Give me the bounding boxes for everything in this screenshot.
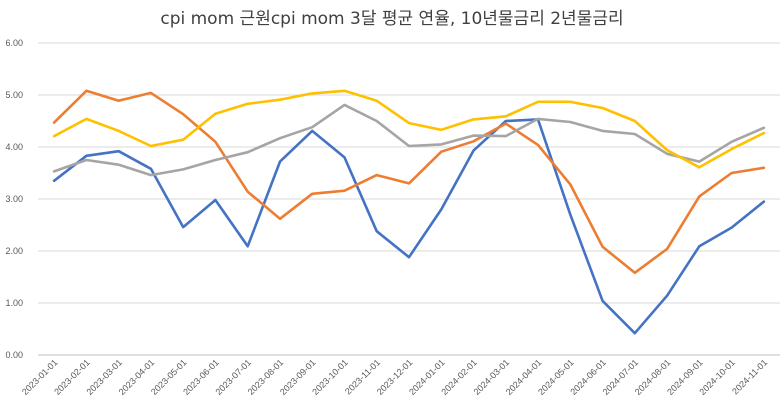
y-tick-label: 6.00 [5,38,23,48]
x-axis-ticks: 2023-01-012023-02-012023-03-012023-04-01… [20,357,769,397]
series-line-3 [52,103,766,177]
gridlines [38,42,780,356]
series-line-1 [52,118,766,335]
chart-title: cpi mom 근원cpi mom 3달 평균 연율, 10년물금리 2년물금리 [160,9,624,29]
y-tick-label: 3.00 [5,194,23,204]
y-tick-label: 4.00 [5,142,23,152]
y-axis-ticks: 0.00 1.00 2.00 3.00 4.00 5.00 6.00 [5,38,23,360]
y-tick-label: 2.00 [5,246,23,256]
y-tick-label: 0.00 [5,350,23,360]
x-tick-label: 2024-11-01 [730,357,769,396]
series-line-2 [52,89,766,275]
y-tick-label: 5.00 [5,90,23,100]
series-lines [52,89,766,335]
y-tick-label: 1.00 [5,298,23,308]
series-line-4 [52,89,766,169]
